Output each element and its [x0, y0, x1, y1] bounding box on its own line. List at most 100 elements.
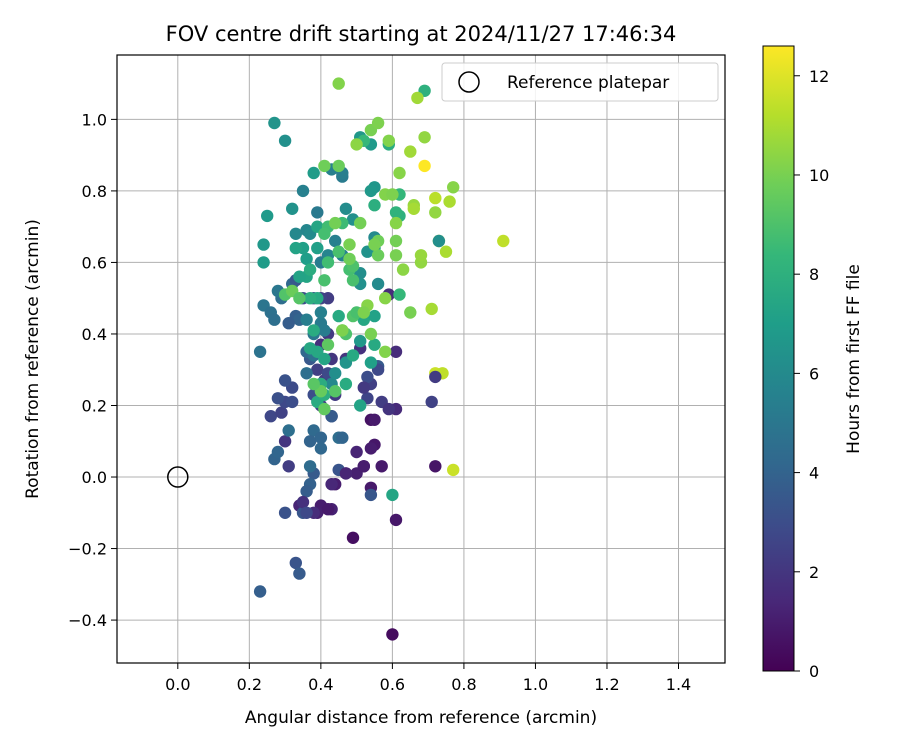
scatter-point: [389, 249, 403, 262]
scatter-point: [371, 277, 385, 291]
scatter-point: [318, 324, 331, 337]
scatter-point: [318, 227, 331, 240]
scatter-point: [329, 385, 342, 398]
scatter-point: [268, 116, 281, 130]
scatter-point: [286, 395, 299, 409]
scatter-point: [311, 241, 324, 255]
colorbar-tick-label: 4: [809, 464, 819, 483]
scatter-point: [368, 238, 381, 251]
scatter-point: [418, 159, 431, 173]
scatter-point: [339, 377, 353, 391]
scatter-point: [261, 209, 274, 223]
reference-platepar-marker: [167, 466, 189, 488]
scatter-point: [497, 234, 510, 248]
scatter-point: [300, 313, 313, 326]
scatter-point: [318, 402, 331, 416]
scatter-point: [389, 206, 403, 219]
colorbar-tick-label: 2: [809, 563, 819, 582]
scatter-point: [368, 199, 381, 212]
x-tick-label: 0.4: [308, 675, 333, 694]
scatter-point: [429, 191, 442, 205]
plot-area: [117, 55, 725, 663]
x-axis-ticks: 0.0 0.2 0.4 0.6 0.8 1.0 1.2 1.4: [165, 663, 691, 694]
y-tick-label: 1.0: [82, 110, 107, 129]
scatter-point: [336, 324, 349, 337]
scatter-point: [303, 435, 317, 448]
scatter-point: [257, 238, 270, 251]
scatter-point: [303, 460, 317, 473]
scatter-point: [336, 431, 349, 444]
scatter-point: [439, 245, 453, 258]
y-tick-label: 0.8: [82, 182, 107, 201]
scatter-point: [332, 245, 345, 258]
scatter-point: [282, 460, 295, 473]
scatter-point: [443, 195, 456, 208]
y-tick-label: 0.2: [82, 396, 107, 415]
scatter-point: [329, 367, 342, 380]
scatter-point: [414, 249, 428, 262]
scatter-point: [364, 327, 378, 341]
scatter-point: [325, 478, 338, 491]
scatter-point: [332, 77, 345, 90]
scatter-point: [303, 342, 317, 355]
scatter-point: [429, 460, 442, 473]
scatter-point: [354, 334, 367, 348]
colorbar-tick-label: 12: [809, 67, 829, 86]
scatter-point: [389, 216, 403, 230]
scatter-point: [447, 463, 460, 477]
scatter-point: [404, 306, 417, 319]
scatter-point: [278, 435, 292, 448]
scatter-point: [343, 252, 356, 266]
scatter-point: [411, 91, 424, 105]
scatter-point: [278, 374, 292, 387]
legend-box: [441, 62, 719, 102]
scatter-point: [314, 442, 328, 455]
scatter-point: [339, 202, 353, 215]
scatter-point: [429, 206, 442, 219]
scatter-point: [350, 138, 363, 151]
scatter-point: [289, 227, 302, 240]
scatter-point: [404, 145, 417, 158]
y-tick-label: −0.2: [68, 540, 107, 559]
scatter-point: [425, 395, 438, 409]
scatter-point: [286, 202, 299, 215]
scatter-point: [321, 503, 335, 516]
colorbar-tick-label: 8: [809, 265, 819, 284]
x-tick-label: 0.2: [237, 675, 262, 694]
scatter-point: [307, 166, 320, 180]
scatter-point: [361, 370, 374, 384]
scatter-point: [364, 488, 378, 502]
scatter-point: [300, 485, 313, 498]
scatter-point: [289, 241, 302, 255]
scatter-point: [343, 238, 356, 251]
colorbar-ticks: 0 2 4 6 8 10 12: [794, 67, 829, 681]
x-tick-label: 0.8: [451, 675, 476, 694]
scatter-point: [379, 292, 392, 305]
scatter-point: [396, 263, 410, 276]
colorbar-tick-label: 10: [809, 166, 829, 185]
colorbar-tick-label: 6: [809, 364, 819, 383]
scatter-point: [271, 445, 285, 459]
x-tick-label: 1.0: [523, 675, 548, 694]
scatter-point: [375, 460, 388, 473]
colorbar-tick-label: 0: [809, 662, 819, 681]
scatter-point: [357, 381, 370, 394]
scatter-point: [289, 556, 302, 570]
x-axis-label: Angular distance from reference (arcmin): [245, 708, 597, 728]
scatter-point: [314, 431, 328, 444]
y-tick-label: −0.4: [68, 611, 107, 630]
scatter-point: [371, 116, 385, 130]
scatter-point: [332, 309, 345, 323]
scatter-point: [386, 488, 399, 502]
scatter-point: [339, 467, 353, 480]
y-tick-label: 0.4: [82, 325, 107, 344]
scatter-point: [300, 252, 313, 266]
y-tick-label: 0.0: [82, 468, 107, 487]
scatter-point: [393, 288, 406, 301]
colorbar-label: Hours from first FF file: [844, 264, 864, 454]
scatter-point: [389, 234, 403, 248]
scatter-point: [282, 317, 295, 330]
legend-marker-open-circle: [458, 71, 480, 93]
scatter-point: [321, 256, 335, 269]
